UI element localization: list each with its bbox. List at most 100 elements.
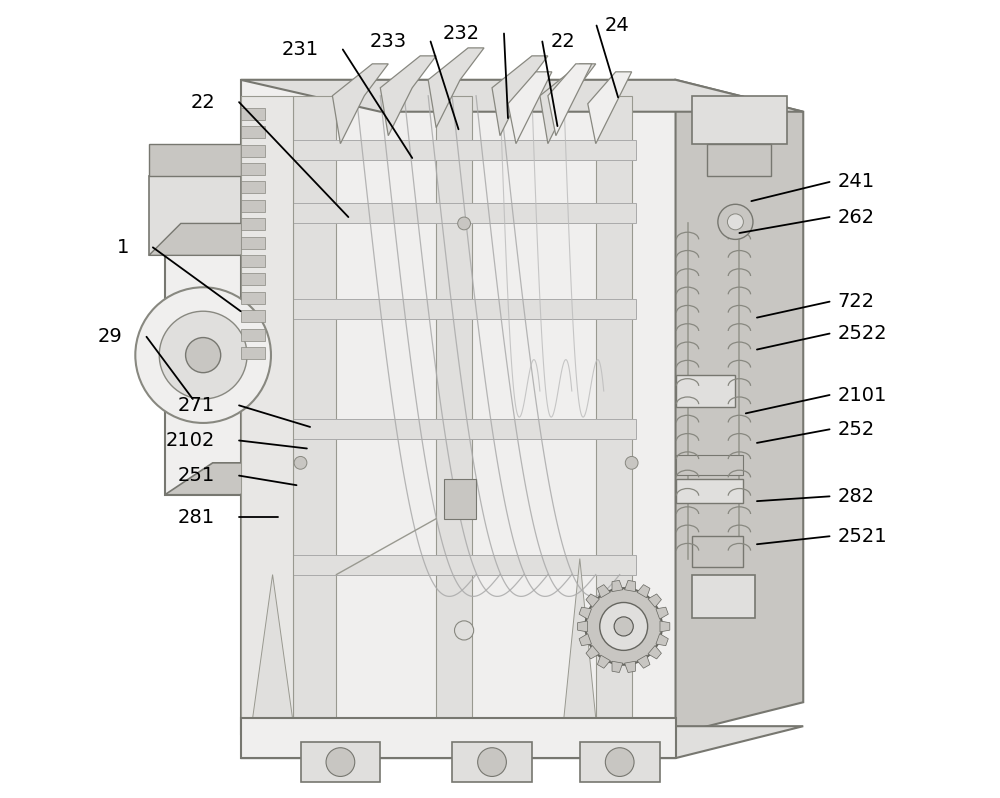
Text: 2102: 2102 [166, 431, 215, 450]
Bar [452, 742, 532, 782]
Text: 281: 281 [178, 508, 215, 527]
Polygon shape [637, 585, 650, 598]
Polygon shape [241, 144, 265, 156]
Bar [707, 144, 771, 176]
Bar [676, 479, 743, 503]
Polygon shape [492, 56, 548, 136]
Circle shape [614, 617, 633, 636]
Text: 22: 22 [190, 93, 215, 112]
Circle shape [159, 311, 247, 399]
Bar [241, 96, 293, 718]
Polygon shape [332, 64, 388, 144]
Bar [300, 742, 380, 782]
Circle shape [585, 588, 662, 665]
Polygon shape [676, 80, 803, 734]
Polygon shape [241, 726, 803, 758]
Polygon shape [165, 463, 269, 495]
Polygon shape [293, 203, 636, 223]
Polygon shape [241, 163, 265, 175]
Polygon shape [656, 607, 668, 619]
Bar [444, 479, 476, 519]
Text: 241: 241 [838, 172, 875, 192]
Polygon shape [380, 56, 436, 136]
Circle shape [605, 748, 634, 776]
Polygon shape [660, 621, 670, 632]
Text: 232: 232 [443, 24, 480, 43]
Text: 1: 1 [117, 238, 129, 257]
Polygon shape [293, 299, 636, 319]
Polygon shape [597, 585, 610, 598]
Polygon shape [241, 310, 265, 322]
Circle shape [458, 217, 470, 230]
Polygon shape [241, 200, 265, 211]
Text: 252: 252 [838, 420, 875, 439]
Bar [676, 375, 735, 407]
Circle shape [478, 748, 506, 776]
Text: 29: 29 [98, 327, 123, 346]
Text: 722: 722 [838, 292, 875, 311]
Polygon shape [253, 575, 293, 718]
Polygon shape [540, 64, 596, 144]
Polygon shape [579, 607, 591, 619]
Bar [692, 575, 755, 618]
Polygon shape [428, 48, 484, 128]
Circle shape [135, 287, 271, 423]
Polygon shape [165, 223, 241, 495]
Text: 262: 262 [838, 207, 875, 227]
Bar [692, 96, 787, 144]
Bar [676, 455, 743, 475]
Polygon shape [241, 108, 265, 120]
Polygon shape [293, 419, 636, 439]
Polygon shape [149, 223, 269, 255]
Polygon shape [241, 329, 265, 341]
Text: 2521: 2521 [838, 527, 887, 546]
Text: 282: 282 [838, 487, 875, 506]
Polygon shape [586, 646, 599, 659]
Polygon shape [648, 646, 661, 659]
Polygon shape [241, 181, 265, 193]
Polygon shape [293, 96, 336, 718]
Polygon shape [579, 634, 591, 646]
Circle shape [718, 204, 753, 239]
Circle shape [625, 456, 638, 469]
Polygon shape [241, 718, 676, 758]
Polygon shape [656, 634, 668, 646]
Polygon shape [241, 292, 265, 304]
Circle shape [600, 602, 648, 650]
Circle shape [455, 621, 474, 640]
Text: 233: 233 [370, 32, 407, 51]
Text: 22: 22 [550, 32, 575, 51]
Polygon shape [149, 176, 241, 255]
Circle shape [727, 214, 743, 230]
Polygon shape [241, 218, 265, 230]
Polygon shape [548, 64, 592, 136]
Polygon shape [508, 72, 552, 144]
Polygon shape [625, 662, 635, 673]
Polygon shape [241, 126, 265, 138]
Polygon shape [612, 662, 623, 673]
Text: 231: 231 [282, 40, 319, 59]
Text: 2522: 2522 [838, 324, 887, 343]
Bar [692, 536, 743, 567]
Polygon shape [625, 580, 635, 591]
Polygon shape [241, 80, 676, 734]
Polygon shape [588, 72, 632, 144]
Polygon shape [648, 594, 661, 607]
Polygon shape [241, 237, 265, 249]
Circle shape [186, 338, 221, 373]
Polygon shape [149, 144, 241, 176]
Polygon shape [637, 655, 650, 668]
Polygon shape [596, 96, 632, 718]
Polygon shape [241, 80, 803, 112]
Polygon shape [436, 96, 472, 718]
Polygon shape [293, 140, 636, 160]
Polygon shape [564, 559, 596, 718]
Polygon shape [597, 655, 610, 668]
Text: 251: 251 [178, 466, 215, 485]
Text: 2101: 2101 [838, 385, 887, 405]
Polygon shape [612, 580, 623, 591]
Polygon shape [586, 594, 599, 607]
Polygon shape [241, 347, 265, 359]
Circle shape [294, 456, 307, 469]
Polygon shape [241, 274, 265, 286]
